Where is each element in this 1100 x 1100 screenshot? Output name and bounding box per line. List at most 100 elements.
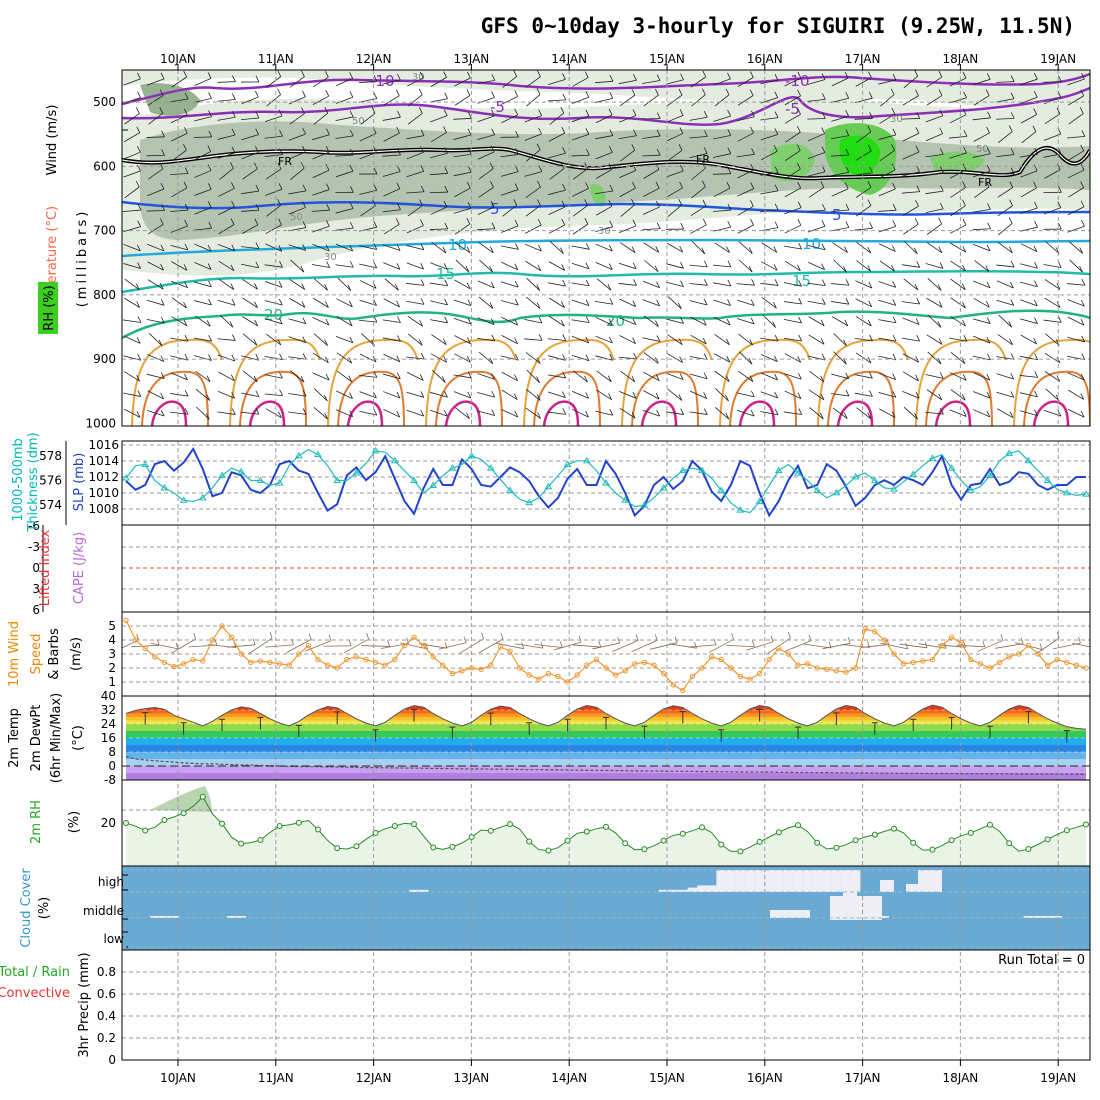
wind-barb bbox=[123, 151, 141, 160]
wind-barb-flag bbox=[750, 200, 754, 207]
wind-barb-flag bbox=[986, 317, 991, 324]
wind-barb-flag bbox=[797, 71, 802, 79]
wind-barb bbox=[195, 370, 211, 382]
wind-barb bbox=[997, 223, 1013, 236]
rh-point bbox=[929, 846, 936, 853]
precip-tick: 0.6 bbox=[97, 987, 116, 1001]
wind-barb bbox=[973, 95, 990, 106]
wind-barb-flag bbox=[491, 128, 496, 135]
wind-barb-flag bbox=[584, 375, 588, 383]
precip-panel-labels: Total / Rain Convective 3hr Precip (mm) … bbox=[0, 952, 1085, 1057]
wind-barb-flag bbox=[538, 165, 543, 172]
wind-barb-flag bbox=[845, 279, 850, 286]
wind-barb-flag bbox=[631, 143, 636, 151]
wind-barb bbox=[665, 318, 684, 324]
isotherm-15 bbox=[122, 269, 1090, 294]
wind-barb-flag bbox=[231, 299, 236, 306]
wind-barb bbox=[997, 131, 1013, 144]
wind-barb-flag bbox=[254, 319, 259, 327]
label-cloud-cover: Cloud Cover bbox=[19, 868, 34, 948]
wind-barb-flag bbox=[466, 246, 471, 253]
wind-barb bbox=[195, 315, 211, 327]
wind-barb bbox=[241, 392, 259, 398]
wind-barb-flag bbox=[962, 319, 966, 327]
wind-barb-flag bbox=[349, 300, 353, 308]
wind-barb-flag bbox=[963, 130, 968, 137]
rh-point bbox=[852, 837, 859, 844]
wind-barb bbox=[453, 207, 472, 214]
wind-barb bbox=[784, 187, 801, 198]
wind-barb-flag bbox=[820, 393, 825, 400]
thickness-line bbox=[125, 448, 1087, 514]
wind-barb-flag bbox=[655, 357, 659, 364]
wind-barb-flag bbox=[278, 281, 283, 288]
wind-barb-flag bbox=[678, 338, 683, 345]
thickness-point bbox=[410, 476, 418, 484]
wind-speed-point bbox=[123, 617, 129, 624]
wind-barb-flag bbox=[255, 390, 260, 397]
wind-barb-flag bbox=[986, 126, 990, 134]
wind-barb bbox=[714, 407, 730, 420]
wind-barb bbox=[146, 136, 165, 138]
wind-barb bbox=[595, 243, 613, 252]
wind-barb bbox=[1019, 281, 1038, 288]
wind-speed-point bbox=[411, 634, 417, 640]
wind-speed-point bbox=[459, 668, 465, 674]
wind-barb-flag bbox=[467, 391, 472, 399]
wind-barb bbox=[618, 356, 637, 360]
wind-barb bbox=[760, 227, 779, 232]
wind-barb-flag bbox=[208, 335, 213, 342]
wind-barb-flag bbox=[679, 373, 684, 380]
wind-barb-flag bbox=[773, 246, 778, 253]
wind-barb-flag bbox=[514, 337, 518, 344]
cloud-low-cell bbox=[1033, 916, 1043, 918]
wind-speed-point bbox=[660, 670, 667, 677]
wind-barb bbox=[407, 94, 423, 107]
wind-barb-flag bbox=[1010, 167, 1015, 175]
wind10-barb-flag bbox=[425, 642, 429, 650]
wind-barb bbox=[430, 409, 448, 417]
thickness-point bbox=[602, 479, 610, 486]
wind-barb bbox=[643, 352, 659, 364]
wind-barb bbox=[454, 187, 471, 198]
wind-barb-flag bbox=[397, 316, 401, 323]
wind-barb bbox=[878, 134, 896, 140]
thickness-point bbox=[1082, 490, 1090, 497]
wind-barb bbox=[526, 149, 541, 162]
wind-barb-flag bbox=[750, 218, 754, 226]
thickness-point bbox=[218, 471, 226, 479]
contour-30 bbox=[631, 370, 699, 426]
label-cape: CAPE (J/kg) bbox=[72, 532, 87, 604]
wind10-barb-flag bbox=[731, 633, 734, 640]
wind-barb bbox=[927, 278, 942, 291]
wind-barb-flag bbox=[491, 109, 495, 117]
cloud-high-cell bbox=[668, 889, 678, 892]
wind-barb-flag bbox=[207, 244, 212, 252]
wind-barb bbox=[1044, 113, 1061, 125]
wind-barb bbox=[123, 263, 141, 269]
thickness-tick: 578 bbox=[39, 449, 62, 463]
wind-barb bbox=[856, 241, 871, 254]
wind-barb-flag bbox=[396, 391, 401, 399]
rh-point bbox=[603, 823, 609, 830]
wind-barb-flag bbox=[349, 336, 354, 343]
thickness-point bbox=[717, 486, 726, 493]
wind-barb bbox=[477, 80, 495, 84]
wind-barb-flag bbox=[821, 93, 826, 100]
wind10-barb bbox=[649, 642, 678, 650]
wind-barb bbox=[525, 260, 542, 272]
wind-barb bbox=[738, 259, 753, 273]
wind-barb bbox=[643, 371, 660, 381]
wind-barb-flag bbox=[561, 264, 566, 271]
wind-barb-flag bbox=[537, 70, 541, 77]
wind-barb-flag bbox=[561, 200, 566, 208]
wind-barb bbox=[241, 190, 259, 195]
wind-barb-flag bbox=[491, 373, 495, 380]
wind-barb bbox=[478, 351, 494, 365]
wind-barb-flag bbox=[1010, 148, 1015, 155]
wind-barb-flag bbox=[467, 371, 472, 379]
wind-barb bbox=[642, 409, 660, 417]
wind-barb-flag bbox=[300, 376, 305, 383]
wind-barb bbox=[147, 243, 165, 252]
wind-barb-flag bbox=[302, 244, 307, 251]
